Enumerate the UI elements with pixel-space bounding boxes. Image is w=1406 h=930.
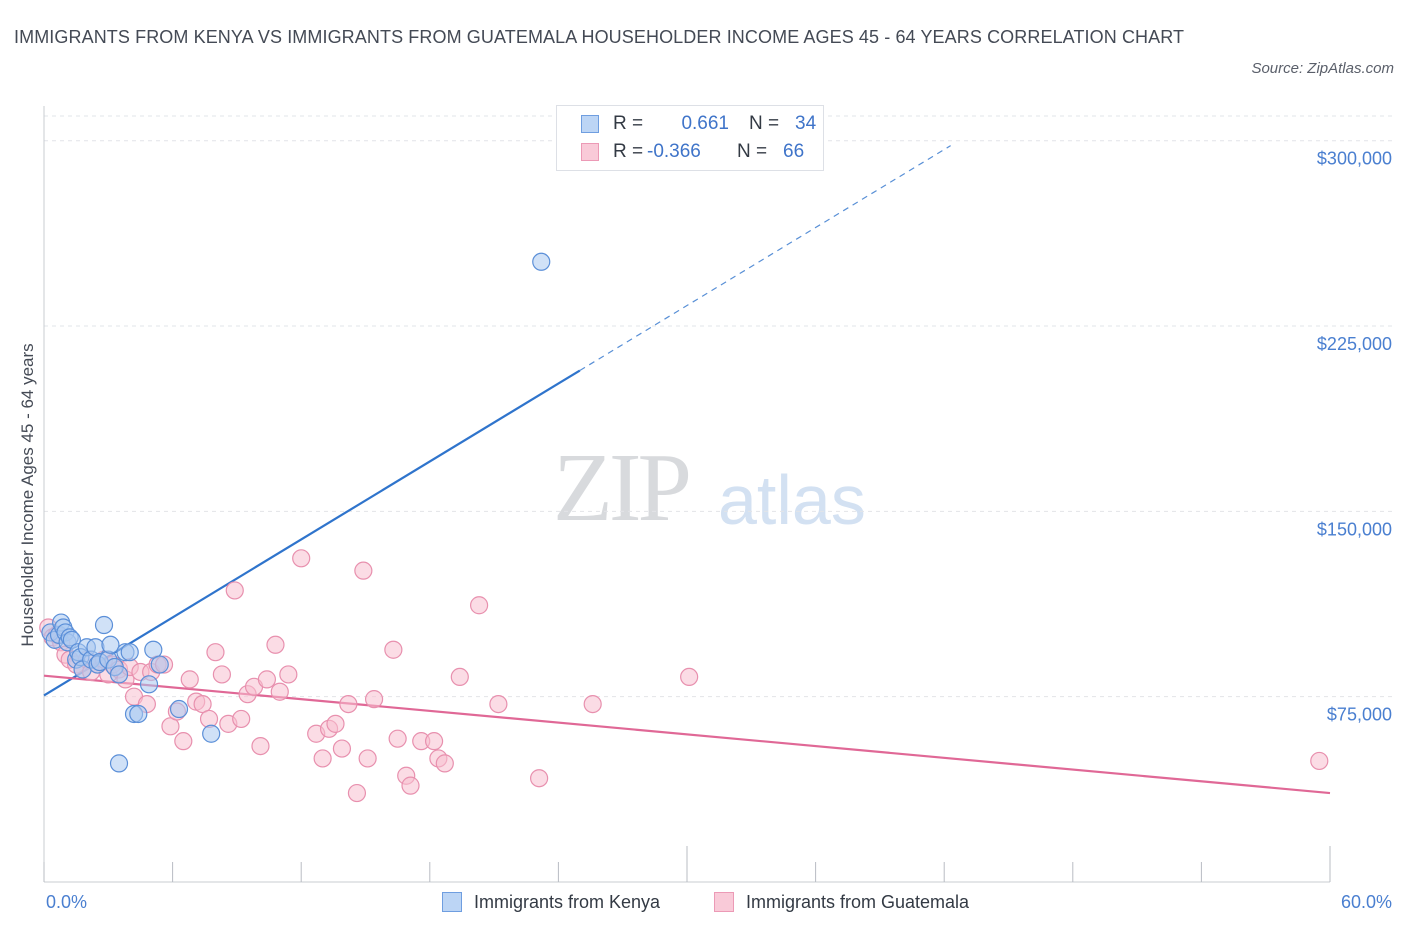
tick-labels: $75,000 $150,000 $225,000 $300,000 0.0% 60.0% — [46, 149, 1392, 912]
kenya-point — [120, 643, 139, 662]
axes — [43, 106, 1331, 883]
y-tick-label: $225,000 — [1317, 334, 1392, 354]
watermark-atlas: atlas — [718, 461, 866, 539]
guatemala-point — [180, 670, 199, 689]
guatemala-point — [469, 596, 489, 615]
guatemala-point — [1310, 751, 1329, 771]
guatemala-swatch — [581, 143, 599, 161]
bottom-guatemala-swatch — [714, 892, 734, 912]
guatemala-point — [364, 690, 384, 709]
y-tick-label: $300,000 — [1317, 149, 1392, 169]
guatemala-point — [354, 561, 373, 580]
kenya-r-label: R = — [613, 113, 644, 134]
kenya-point — [129, 704, 148, 724]
guatemala-point — [384, 640, 403, 659]
guatemala-point — [489, 694, 508, 714]
y-tick-label: $75,000 — [1327, 705, 1392, 725]
guatemala-point — [257, 670, 277, 689]
guatemala-point — [332, 739, 352, 758]
kenya-r-value: 0.661 — [681, 113, 729, 134]
guatemala-point — [292, 549, 311, 568]
legend-row-kenya: R = 0.661 N = 34 — [581, 112, 816, 136]
guatemala-point — [358, 749, 377, 768]
grid-lines — [44, 115, 1392, 698]
guatemala-n-label: N = — [737, 141, 768, 162]
kenya-point — [109, 754, 129, 773]
data-points — [39, 252, 1329, 803]
guatemala-point — [680, 667, 699, 687]
guatemala-point — [530, 769, 549, 788]
guatemala-point — [424, 732, 444, 751]
guatemala-point — [583, 694, 602, 714]
guatemala-point — [199, 709, 219, 729]
kenya-point — [532, 252, 551, 271]
kenya-point — [202, 724, 221, 743]
guatemala-point — [326, 714, 345, 733]
trendlines — [43, 145, 1331, 795]
kenya-point — [169, 699, 189, 719]
kenya-trendline-extension — [579, 145, 951, 372]
guatemala-point — [270, 682, 289, 701]
guatemala-point — [232, 709, 251, 729]
kenya-n-label: N = — [749, 113, 780, 134]
bottom-kenya-label: Immigrants from Kenya — [474, 891, 661, 912]
guatemala-point — [251, 736, 270, 756]
stats-legend: R = 0.661 N = 34 R = -0.366 N = 66 — [556, 105, 824, 171]
guatemala-trendline — [43, 674, 1331, 795]
guatemala-point — [266, 635, 285, 654]
y-axis-label: Householder Income Ages 45 - 64 years — [18, 343, 37, 647]
bottom-legend-kenya: Immigrants from Kenya — [442, 889, 660, 915]
guatemala-point — [279, 665, 298, 684]
x-tick-label-min: 0.0% — [46, 892, 87, 912]
guatemala-point — [206, 643, 225, 662]
watermark-zip: ZIP — [553, 434, 692, 542]
chart-title: IMMIGRANTS FROM KENYA VS IMMIGRANTS FROM… — [14, 27, 1185, 47]
guatemala-point — [174, 732, 193, 751]
bottom-guatemala-label: Immigrants from Guatemala — [746, 891, 970, 912]
x-tick-label-max: 60.0% — [1341, 892, 1392, 912]
source-note: Source: ZipAtlas.com — [1251, 60, 1394, 77]
guatemala-point — [435, 754, 454, 773]
guatemala-point — [347, 783, 367, 803]
kenya-n-value: 34 — [795, 113, 817, 134]
kenya-point — [109, 665, 129, 684]
legend-row-guatemala: R = -0.366 N = 66 — [581, 140, 804, 164]
guatemala-point — [401, 776, 420, 795]
guatemala-r-value: -0.366 — [647, 141, 701, 162]
kenya-point — [150, 655, 169, 674]
guatemala-point — [212, 665, 231, 684]
bottom-legend-guatemala: Immigrants from Guatemala — [714, 889, 969, 915]
guatemala-n-value: 66 — [783, 141, 805, 162]
y-tick-label: $150,000 — [1317, 519, 1392, 539]
guatemala-point — [339, 694, 358, 714]
kenya-point — [139, 675, 159, 694]
kenya-trendline — [43, 369, 581, 697]
bottom-kenya-swatch — [442, 892, 462, 912]
kenya-swatch — [581, 115, 599, 133]
guatemala-point — [225, 581, 244, 600]
kenya-point — [101, 635, 120, 654]
guatemala-r-label: R = — [613, 141, 644, 162]
guatemala-point — [313, 749, 332, 768]
guatemala-point — [388, 729, 407, 748]
kenya-point — [94, 615, 114, 635]
guatemala-point — [450, 667, 469, 687]
